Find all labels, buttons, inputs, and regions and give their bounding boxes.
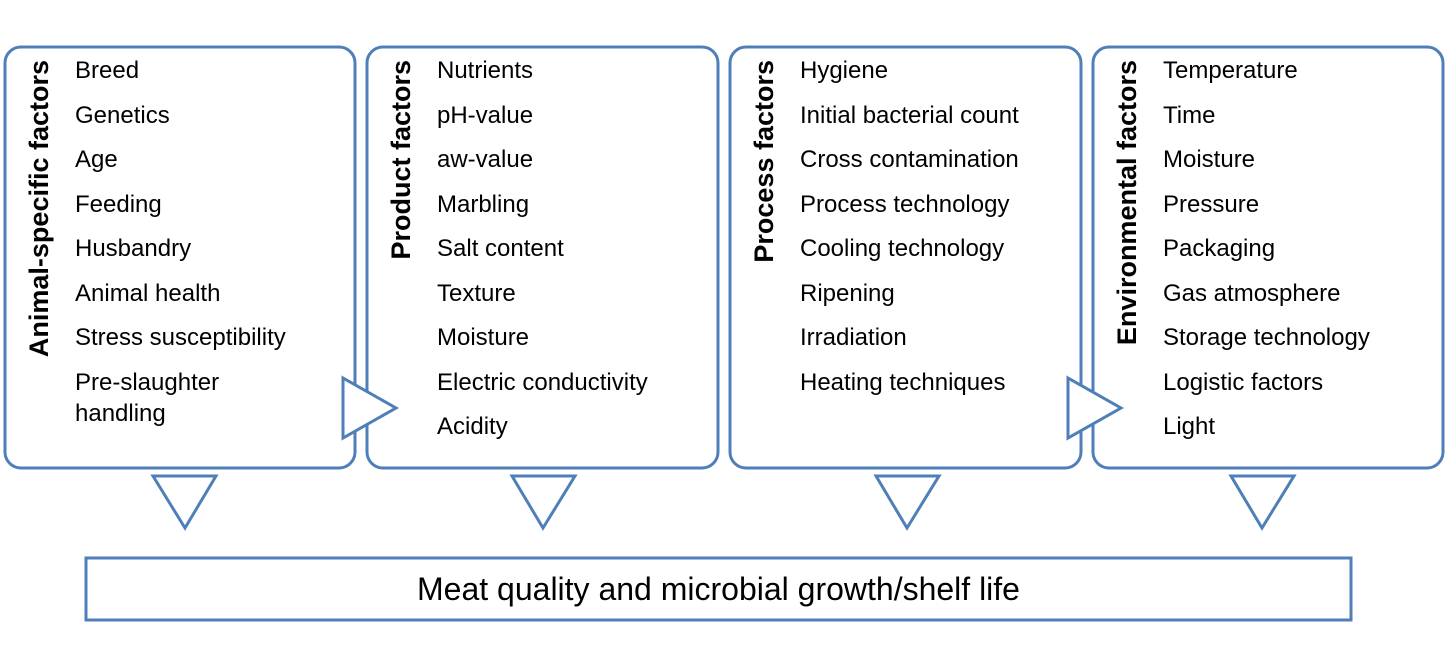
item: Nutrients bbox=[437, 57, 534, 84]
item: Hygiene bbox=[800, 57, 889, 84]
arrow-down bbox=[873, 474, 942, 531]
arrow-down bbox=[1228, 474, 1297, 531]
result-frame bbox=[84, 556, 1353, 622]
item: Electric conductivity bbox=[437, 368, 648, 396]
arrow-down bbox=[150, 474, 219, 531]
item-list: Temperature Time Moisture Pressure Packaging… bbox=[1163, 55, 1370, 456]
item: Cross contamination bbox=[800, 146, 1019, 173]
box-frame bbox=[1091, 45, 1445, 470]
item: Heating techniques bbox=[800, 368, 1006, 396]
item: aw-value bbox=[437, 146, 534, 173]
factor-box: Product factors Nutrients pH-value aw-value… bbox=[367, 47, 717, 468]
item: pH-value bbox=[437, 101, 534, 129]
item: Irradiation bbox=[800, 324, 907, 351]
item-list: Nutrients pH-value aw-value Marbling Salt co… bbox=[437, 55, 648, 456]
arrow-down bbox=[509, 474, 578, 531]
item: Light bbox=[1163, 413, 1216, 440]
item: Breed bbox=[75, 57, 140, 84]
box-title: Product factors bbox=[381, 60, 421, 380]
item: Initial bacterial count bbox=[800, 101, 1019, 129]
item: Pressure bbox=[1163, 190, 1260, 218]
box-title: Environmental factors bbox=[1107, 60, 1147, 380]
item-list: Breed Genetics Age Feeding Husbandry Animal h… bbox=[75, 55, 310, 442]
factor-box: Animal-specific factors Breed Genetics Age F… bbox=[5, 47, 355, 468]
box-frame bbox=[728, 45, 1083, 470]
item: Marbling bbox=[437, 190, 530, 218]
box-title-text: Animal-specific factors bbox=[24, 60, 54, 358]
item: Process technology bbox=[800, 190, 1010, 218]
item: Genetics bbox=[75, 101, 170, 129]
box-frame bbox=[365, 45, 720, 470]
item: Texture bbox=[437, 279, 516, 307]
box-title: Animal-specific factors bbox=[19, 60, 59, 380]
item: Ripening bbox=[800, 279, 895, 307]
item: Temperature bbox=[1163, 57, 1298, 84]
box-title: Process factors bbox=[744, 60, 784, 380]
item: Cooling technology bbox=[800, 235, 1005, 262]
item: Age bbox=[75, 146, 118, 173]
item: Animal health bbox=[75, 279, 221, 307]
item: Time bbox=[1163, 101, 1216, 129]
arrow-right bbox=[341, 375, 400, 441]
item: Feeding bbox=[75, 190, 162, 218]
item: Husbandry bbox=[75, 235, 192, 262]
item: Logistic factors bbox=[1163, 368, 1324, 396]
item-list: Hygiene Initial bacterial count Cross cont… bbox=[800, 55, 1019, 411]
arrow-right bbox=[1066, 375, 1125, 441]
item: Storage technology bbox=[1163, 324, 1370, 351]
box-frame bbox=[3, 45, 357, 470]
item: Pre-slaughter handling bbox=[75, 368, 220, 427]
box-title-text: Product factors bbox=[386, 60, 416, 260]
item: Acidity bbox=[437, 413, 508, 440]
box-title-text: Environmental factors bbox=[1112, 60, 1142, 346]
factor-box: Environmental factors Temperature Time Mois… bbox=[1093, 47, 1443, 468]
item: Salt content bbox=[437, 235, 564, 262]
item: Stress susceptibility bbox=[75, 324, 286, 351]
box-title-text: Process factors bbox=[749, 60, 779, 263]
item: Moisture bbox=[1163, 146, 1256, 173]
item: Packaging bbox=[1163, 235, 1276, 262]
result-text: Meat quality and microbial growth/shelf … bbox=[417, 571, 1020, 607]
item: Gas atmosphere bbox=[1163, 279, 1341, 307]
item: Moisture bbox=[437, 324, 530, 351]
factor-box: Process factors Hygiene Initial bacterial … bbox=[730, 47, 1080, 468]
